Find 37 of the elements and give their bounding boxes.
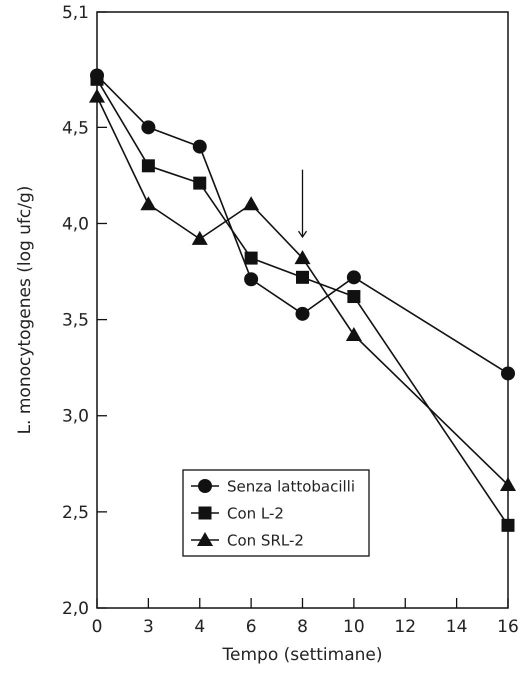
x-tick-label: 14 (446, 617, 468, 637)
point (296, 270, 309, 284)
x-tick-label: 0 (92, 617, 102, 637)
y-tick-label: 4,0 (62, 214, 89, 234)
point (347, 290, 360, 304)
point (243, 196, 260, 210)
x-tick-label: 8 (297, 617, 308, 637)
point (142, 159, 155, 172)
legend-label: Con L-2 (227, 504, 284, 522)
point (192, 140, 207, 154)
x-tick-label: 4 (194, 617, 206, 637)
point (294, 250, 310, 264)
point (89, 88, 105, 103)
point (192, 230, 208, 245)
point (244, 272, 258, 286)
point (193, 176, 206, 190)
x-tick-label: 10 (343, 617, 365, 637)
point (296, 306, 310, 321)
x-tick-label: 16 (497, 617, 519, 637)
x-tick-label: 3 (142, 617, 154, 637)
point (141, 120, 156, 134)
point (244, 252, 258, 265)
y-tick-label: 3,5 (62, 310, 89, 331)
x-tick-label: 6 (246, 617, 257, 637)
y-tick-label: 4,5 (62, 118, 89, 138)
point (346, 270, 361, 284)
y-tick-label: 2,0 (62, 598, 89, 619)
y-axis-title: L. monocytogenes (log ufc/g) (15, 186, 35, 434)
legend-label: Senza lattobacilli (227, 477, 356, 496)
x-axis-title: Tempo (settimane) (222, 645, 382, 665)
point (346, 326, 362, 341)
x-tick-label: 12 (394, 617, 416, 637)
point (140, 196, 156, 210)
legend-label: Con SRL-2 (227, 531, 304, 550)
y-tick-label: 5,1 (62, 2, 89, 23)
y-tick-label: 2,5 (62, 502, 89, 523)
y-tick-label: 3,0 (62, 406, 89, 427)
